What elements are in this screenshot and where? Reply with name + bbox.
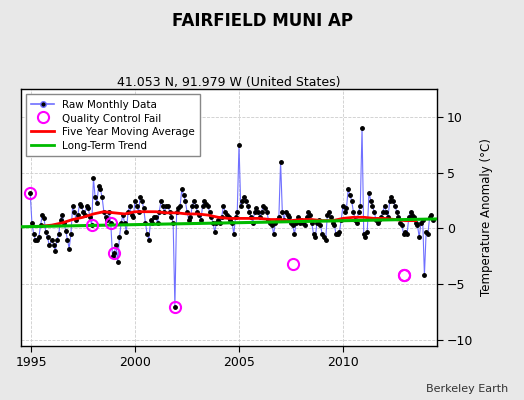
Legend: Raw Monthly Data, Quality Control Fail, Five Year Moving Average, Long-Term Tren: Raw Monthly Data, Quality Control Fail, … [26,94,200,156]
Text: FAIRFIELD MUNI AP: FAIRFIELD MUNI AP [171,12,353,30]
Text: Berkeley Earth: Berkeley Earth [426,384,508,394]
Y-axis label: Temperature Anomaly (°C): Temperature Anomaly (°C) [481,138,493,296]
Title: 41.053 N, 91.979 W (United States): 41.053 N, 91.979 W (United States) [117,76,341,89]
